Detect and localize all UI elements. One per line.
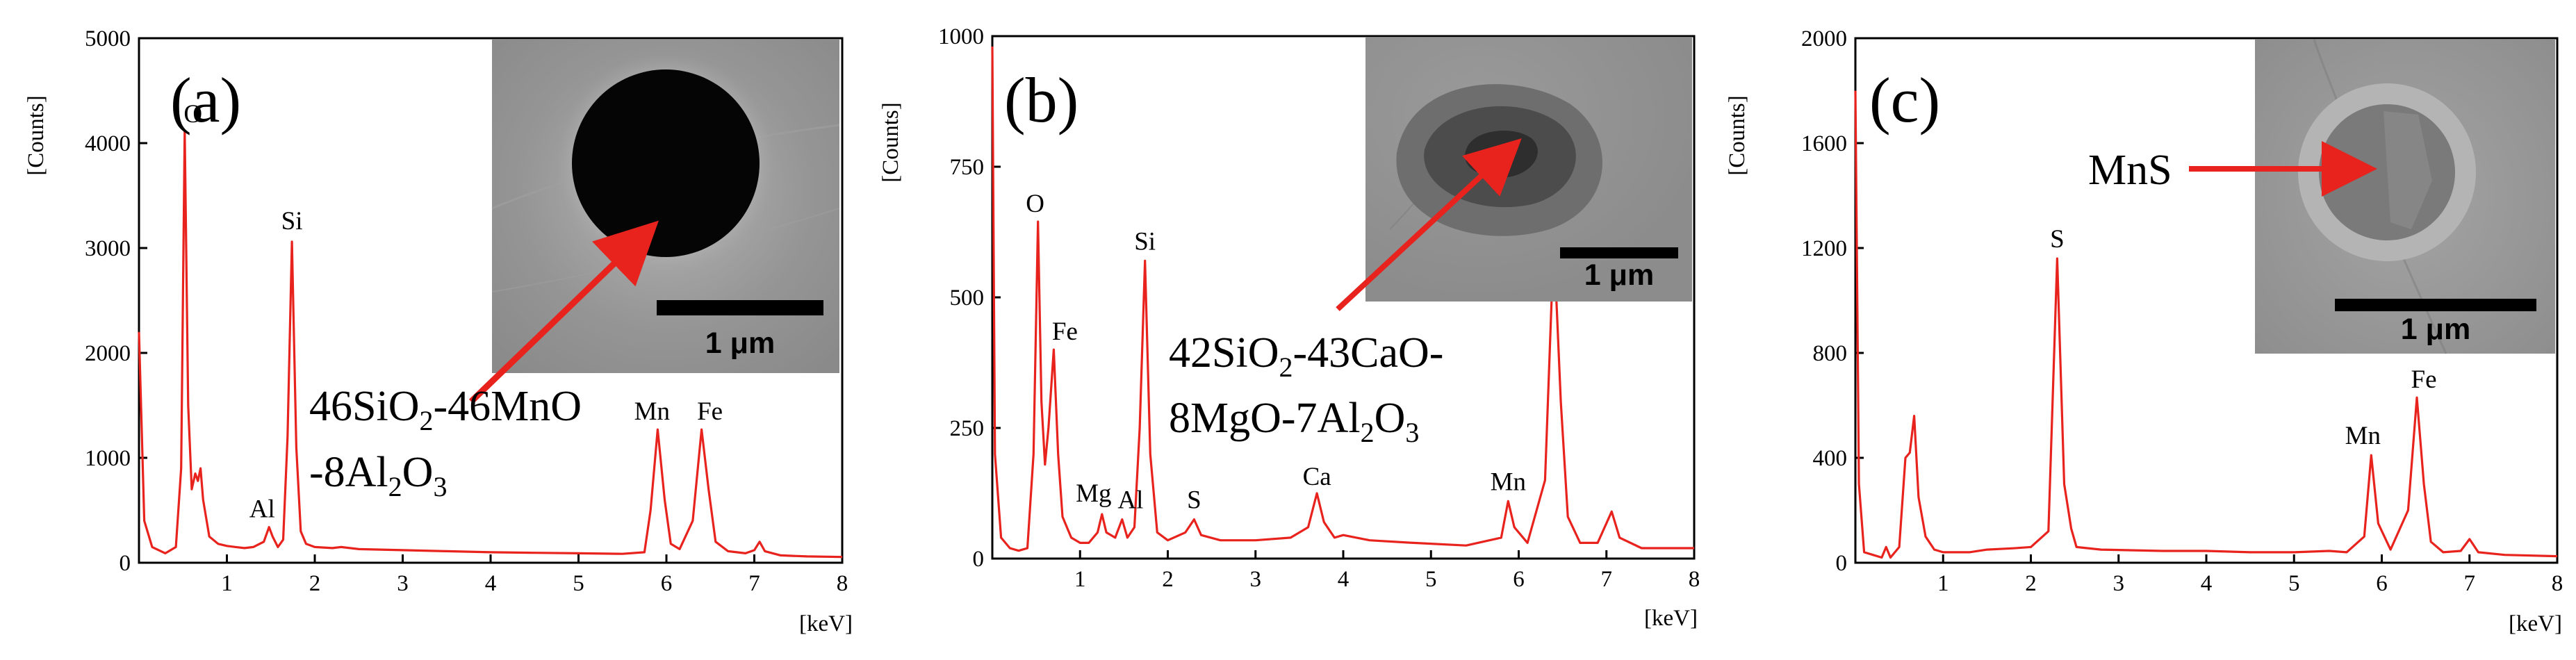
x-axis-title: [keV]: [1644, 606, 1698, 631]
x-tick-label: 5: [1425, 567, 1437, 592]
sem-inset-image: 1 μm: [2255, 39, 2555, 354]
x-tick-label: 5: [2288, 571, 2300, 596]
inclusion-particle: [572, 69, 760, 257]
peak-label-mn: Mn: [634, 397, 670, 426]
y-axis-ticks: 0 1000 2000 3000 4000 5000: [85, 26, 147, 576]
y-tick-label: 800: [1813, 341, 1848, 366]
spectrum-line: [991, 46, 1694, 552]
scale-bar: [657, 300, 823, 315]
peak-label-o: O: [183, 100, 202, 129]
x-tick-label: 8: [837, 571, 848, 596]
composition-line-1: MnS: [2088, 147, 2172, 194]
x-tick-label: 4: [1338, 567, 1349, 592]
composition-line-1: 42SiO2-43CaO-: [1169, 329, 1443, 383]
y-tick-label: 0: [1836, 551, 1848, 576]
x-tick-label: 8: [2552, 571, 2563, 596]
x-tick-label: 4: [2201, 571, 2213, 596]
panel-label: (b): [1004, 65, 1078, 135]
y-tick-label: 1200: [1801, 236, 1847, 261]
y-tick-label: 750: [950, 155, 985, 180]
scale-bar: [2335, 299, 2536, 311]
x-tick-label: 6: [1513, 567, 1525, 592]
panel-label: (a): [170, 65, 241, 135]
scale-bar-label: 1 μm: [705, 327, 775, 360]
y-axis-title: [Counts]: [878, 102, 903, 183]
y-tick-label: 2000: [85, 341, 131, 366]
y-axis-title: [Counts]: [24, 95, 49, 176]
spectrum-line: [1854, 90, 2558, 559]
x-tick-label: 3: [397, 571, 409, 596]
x-tick-label: 2: [2025, 571, 2037, 596]
spectrum-line: [138, 129, 843, 559]
y-tick-label: 500: [950, 286, 985, 311]
x-tick-label: 1: [221, 571, 233, 596]
peak-label-fe: Fe: [1052, 317, 1078, 346]
y-axis-ticks: 0 250 500 750 1000: [938, 24, 1001, 572]
x-axis-ticks: 1 2 3 4 5 6 7 8: [221, 554, 848, 596]
y-tick-label: 1600: [1801, 131, 1847, 156]
y-axis-ticks: 0 400 800 1200 1600 2000: [1801, 26, 1864, 576]
scale-bar-label: 1 μm: [2401, 313, 2470, 346]
y-tick-label: 5000: [85, 26, 131, 51]
peak-label-fe: Fe: [2411, 365, 2437, 394]
panel-label: (c): [1869, 65, 1940, 135]
x-tick-label: 2: [309, 571, 321, 596]
x-tick-label: 7: [1601, 567, 1613, 592]
x-tick-label: 2: [1162, 567, 1174, 592]
peak-label-si: Si: [281, 207, 303, 236]
y-tick-label: 0: [973, 547, 985, 572]
sem-inset-image: 1 μm: [1365, 38, 1692, 302]
peak-label-fe: Fe: [697, 397, 723, 426]
composition-line-2: 8MgO-7Al2O3: [1169, 395, 1419, 448]
x-tick-label: 6: [2376, 571, 2388, 596]
peak-label-s: S: [2050, 225, 2065, 254]
x-tick-label: 3: [1250, 567, 1262, 592]
y-tick-label: 400: [1813, 446, 1848, 471]
x-tick-label: 4: [485, 571, 497, 596]
peak-label-o: O: [1026, 190, 1044, 218]
peak-label-al: Al: [249, 495, 275, 524]
peak-label-s: S: [1187, 486, 1201, 515]
y-tick-label: 2000: [1801, 26, 1847, 51]
peak-label-al: Al: [1117, 486, 1143, 515]
composition-label: MnS: [2088, 147, 2172, 194]
sem-inset-image: 1 μm: [491, 40, 840, 373]
peak-label-ca: Ca: [1303, 463, 1331, 491]
composition-label: 46SiO2-46MnO -8Al2O3: [309, 383, 582, 502]
y-tick-label: 250: [950, 416, 985, 441]
x-axis-title: [keV]: [799, 611, 853, 636]
peak-label-mn: Mn: [2345, 422, 2381, 450]
x-tick-label: 3: [2113, 571, 2125, 596]
composition-line-2: -8Al2O3: [309, 449, 447, 502]
peak-label-si: Si: [1134, 227, 1156, 256]
x-axis-ticks: 1 2 3 4 5 6 7 8: [1937, 554, 2563, 596]
pointer-arrow: [468, 220, 659, 404]
scale-bar-label: 1 μm: [1584, 258, 1654, 292]
x-tick-label: 1: [1074, 567, 1086, 592]
panel-b: 0 250 500 750 1000 1 2 3 4 5 6 7 8 [Counts] [keV] O…: [878, 24, 1700, 631]
x-tick-label: 7: [2464, 571, 2476, 596]
x-tick-label: 6: [661, 571, 673, 596]
x-axis-ticks: 1 2 3 4 5 6 7 8: [1074, 550, 1700, 592]
composition-line-1: 46SiO2-46MnO: [309, 383, 582, 436]
x-tick-label: 7: [748, 571, 760, 596]
peak-label-mn: Mn: [1491, 468, 1526, 496]
y-tick-label: 1000: [938, 24, 984, 49]
scale-bar: [1560, 247, 1678, 258]
composition-label: 42SiO2-43CaO- 8MgO-7Al2O3: [1169, 329, 1443, 448]
pointer-arrow: [1336, 138, 1522, 311]
x-axis-title: [keV]: [2509, 611, 2562, 636]
y-tick-label: 4000: [85, 131, 131, 156]
x-tick-label: 8: [1689, 567, 1700, 592]
x-tick-label: 1: [1937, 571, 1949, 596]
y-axis-title: [Counts]: [1725, 95, 1750, 176]
y-tick-label: 1000: [85, 446, 131, 471]
peak-label-mg: Mg: [1076, 479, 1111, 508]
panel-c: 0 400 800 1200 1600 2000 1 2 3 4 5 6 7 8 [Counts] [k…: [1725, 26, 2563, 636]
y-tick-label: 0: [120, 551, 131, 576]
x-tick-label: 5: [573, 571, 584, 596]
y-tick-label: 3000: [85, 236, 131, 261]
